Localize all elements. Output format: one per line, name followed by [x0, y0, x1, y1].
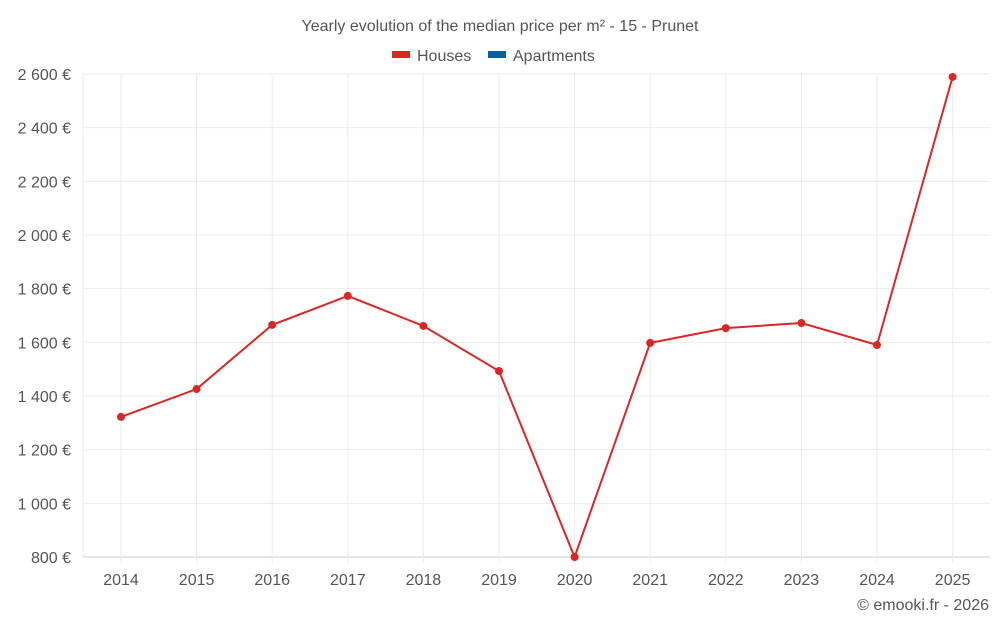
data-point: [646, 338, 655, 347]
y-tick-label: 2 200 €: [18, 174, 71, 191]
legend[interactable]: Houses Apartments: [392, 48, 595, 65]
data-point: [419, 321, 428, 330]
x-tick-label: 2017: [330, 572, 366, 589]
x-tick-label: 2020: [557, 572, 593, 589]
y-tick-label: 1 000 €: [18, 496, 71, 513]
data-point: [797, 319, 806, 328]
x-tick-label: 2014: [103, 572, 139, 589]
x-tick-label: 2015: [179, 572, 215, 589]
x-tick-label: 2016: [254, 572, 290, 589]
legend-label: Houses: [417, 48, 471, 65]
y-tick-label: 2 400 €: [18, 121, 71, 138]
data-point: [192, 385, 201, 394]
y-tick-label: 2 000 €: [18, 228, 71, 245]
y-tick-label: 1 400 €: [18, 389, 71, 406]
data-point: [343, 291, 352, 300]
x-tick-label: 2019: [481, 572, 517, 589]
x-tick-label: 2022: [708, 572, 744, 589]
data-point: [721, 324, 730, 333]
chart-title: Yearly evolution of the median price per…: [302, 18, 700, 35]
credit: © emooki.fr - 2026: [857, 597, 989, 614]
legend-swatch-houses: [392, 51, 410, 58]
grid: 800 € 1 000 € 1 200 € 1 400 € 1 600 € 1 800 €…: [18, 67, 990, 589]
x-tick-label: 2021: [632, 572, 668, 589]
data-point: [948, 72, 957, 81]
data-point: [117, 412, 125, 421]
y-tick-label: 800 €: [31, 550, 71, 567]
legend-swatch-apartments: [488, 51, 506, 58]
x-tick-label: 2024: [859, 572, 895, 589]
data-point: [268, 320, 277, 329]
data-point: [495, 367, 503, 376]
x-tick-label: 2018: [406, 572, 442, 589]
x-tick-label: 2025: [935, 572, 971, 589]
legend-label: Apartments: [513, 48, 595, 65]
y-tick-label: 1 200 €: [18, 443, 71, 460]
y-tick-label: 1 800 €: [18, 282, 71, 299]
data-point: [873, 341, 881, 350]
x-tick-label: 2023: [784, 572, 820, 589]
series-line-houses: [120, 76, 954, 560]
data-point: [570, 553, 579, 561]
y-tick-label: 2 600 €: [18, 67, 71, 84]
y-tick-label: 1 600 €: [18, 335, 71, 352]
series-marks: [117, 72, 957, 561]
